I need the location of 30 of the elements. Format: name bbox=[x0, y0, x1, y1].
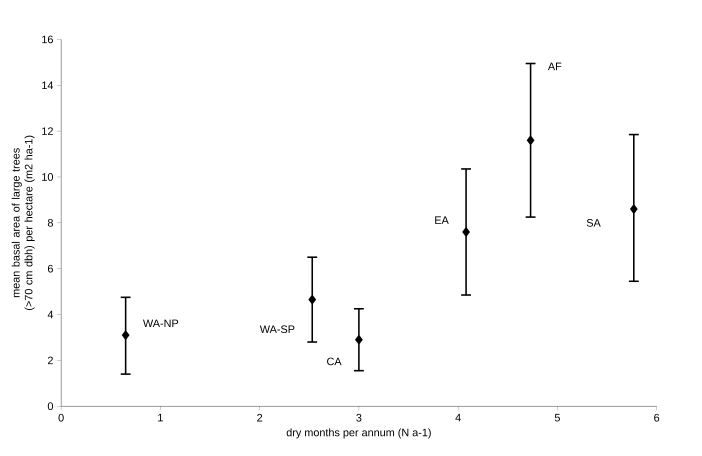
y-tick-label: 2 bbox=[48, 356, 53, 364]
y-tick-label: 10 bbox=[42, 173, 54, 182]
annotation: EA bbox=[435, 216, 449, 224]
x-tick-label: 1 bbox=[158, 414, 163, 422]
y-tick-label: 16 bbox=[42, 36, 53, 44]
point bbox=[308, 294, 316, 305]
point bbox=[122, 330, 130, 341]
y-tick-label: 6 bbox=[48, 265, 53, 273]
y-tick-label: 0 bbox=[48, 402, 54, 410]
annotation: CA bbox=[327, 358, 342, 366]
x-axis-title: dry months per annum (N a-1) bbox=[286, 428, 431, 439]
point bbox=[630, 204, 638, 214]
y-tick-label: 8 bbox=[48, 219, 53, 227]
x-tick-label: 4 bbox=[455, 414, 461, 422]
y-tick-label: 14 bbox=[42, 82, 54, 90]
annotation: WA-NP bbox=[142, 320, 178, 328]
x-tick-label: 0 bbox=[58, 414, 64, 422]
point bbox=[526, 135, 534, 146]
x-tick-label: 3 bbox=[356, 414, 362, 422]
x-tick-label: 5 bbox=[554, 414, 560, 422]
annotation: SA bbox=[586, 219, 601, 227]
x-tick-label: 6 bbox=[654, 414, 660, 422]
y-tick-label: 4 bbox=[48, 311, 54, 318]
y-tick-label: 12 bbox=[42, 128, 53, 136]
y-axis-title: mean basal area of large trees (>70 cm dbh) per hectare (m2 ha-1) bbox=[12, 136, 35, 310]
x-tick-label: 2 bbox=[257, 414, 262, 422]
point bbox=[462, 227, 470, 238]
annotation: WA-SP bbox=[260, 326, 294, 334]
point bbox=[354, 334, 363, 346]
annotation: AF bbox=[548, 62, 562, 70]
